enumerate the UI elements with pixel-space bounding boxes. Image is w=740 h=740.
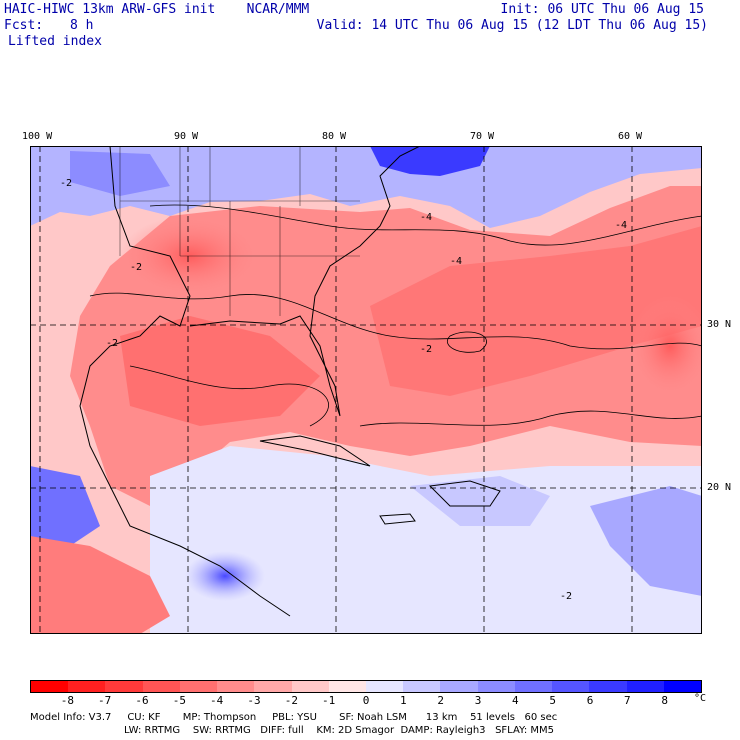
colorbar-bin	[626, 681, 664, 692]
colorbar-bin	[477, 681, 515, 692]
init-time: Init: 06 UTC Thu 06 Aug 15	[500, 2, 705, 17]
stable-region-north	[30, 146, 702, 228]
colorbar-bin	[254, 681, 292, 692]
contour-labels: -2 -2 -4 -4 -4 -2 -2 -2	[60, 178, 627, 602]
colorbar-bin	[365, 681, 404, 692]
colorbar-tick-label: 0	[362, 694, 370, 707]
unstable-core-east	[630, 296, 702, 396]
colorbar-bin	[514, 681, 553, 692]
colorbar-tick-label: -4	[210, 694, 224, 707]
colorbar	[30, 680, 702, 693]
stable-core-northeast	[370, 146, 490, 176]
contour-label: -2	[560, 591, 572, 602]
colorbar-tick-label: 2	[437, 694, 444, 707]
lat-label-30n: 30 N	[707, 319, 732, 330]
stable-patch-west	[30, 466, 100, 546]
model-info-line-2: LW: RRTMG SW: RRTMG DIFF: full KM: 2D Sm…	[124, 725, 554, 736]
unstable-region-pacific	[30, 536, 170, 634]
unstable-core-gulf	[120, 316, 320, 426]
colorbar-bin	[589, 681, 627, 692]
colorbar-bin	[31, 681, 69, 692]
colorbar-bin	[217, 681, 255, 692]
colorbar-bin	[105, 681, 143, 692]
unstable-core-atlantic	[370, 226, 702, 396]
colorbar-tick-label: -7	[98, 694, 112, 707]
colorbar-bin	[291, 681, 329, 692]
contour-label: -2	[60, 178, 72, 189]
colorbar-bin	[328, 681, 366, 692]
colorbar-unit: °C	[694, 693, 707, 704]
colorbar-tick-label: -6	[135, 694, 149, 707]
lifted-index-map: -2 -2 -4 -4 -4 -2 -2 -2	[30, 146, 702, 634]
valid-time: Valid: 14 UTC Thu 06 Aug 15 (12 LDT Thu …	[316, 18, 708, 33]
stable-patch-caribbean	[410, 476, 550, 526]
state-borders	[119, 146, 360, 316]
plot-title: HAIC-HIWC 13km ARW-GFS init NCAR/MMM	[4, 2, 310, 17]
lon-label-60w: 60 W	[618, 131, 643, 142]
stable-patch-east	[590, 486, 702, 596]
colorbar-bin	[142, 681, 180, 692]
field-name: Lifted index	[8, 34, 102, 49]
contours	[89, 204, 702, 427]
colorbar-tick-label: 5	[549, 694, 556, 707]
colorbar-tick-label: -3	[247, 694, 261, 707]
stable-core-central-america	[185, 551, 265, 601]
coastlines	[79, 146, 501, 617]
colorbar-bin	[440, 681, 478, 692]
latlon-grid	[30, 146, 702, 634]
contour-label: -2	[130, 262, 142, 273]
map-frame	[30, 146, 702, 634]
colorbar-tick-label: -5	[172, 694, 186, 707]
colorbar-tick-label: -1	[322, 694, 336, 707]
colorbar-bin	[68, 681, 106, 692]
colorbar-bin	[552, 681, 590, 692]
colorbar-bin	[663, 681, 701, 692]
model-info-line-1: Model Info: V3.7 CU: KF MP: Thompson PBL…	[30, 712, 558, 723]
neutral-region-caribbean	[150, 446, 702, 634]
lat-label-20n: 20 N	[707, 482, 732, 493]
colorbar-tick-label: 4	[512, 694, 519, 707]
contour-label: -4	[615, 220, 627, 231]
colorbar-tick-label: 6	[586, 694, 594, 707]
colorbar-bin	[179, 681, 218, 692]
lon-label-100w: 100 W	[22, 131, 53, 142]
forecast-label: Fcst:	[4, 18, 44, 33]
contour-label: -4	[450, 256, 462, 267]
forecast-hour: 8 h	[70, 18, 94, 33]
colorbar-tick-label: 3	[474, 694, 482, 707]
lon-label-80w: 80 W	[322, 131, 347, 142]
colorbar-tick-label: -8	[60, 694, 74, 707]
contour-label: -4	[420, 212, 432, 223]
contour-label: -2	[420, 344, 432, 355]
colorbar-bin	[403, 681, 441, 692]
colorbar-tick-label: 7	[624, 694, 631, 707]
lon-label-90w: 90 W	[174, 131, 199, 142]
contour-label: -2	[106, 338, 118, 349]
colorbar-tick-label: -2	[284, 694, 298, 707]
colorbar-tick-label: 8	[661, 694, 668, 707]
colorbar-tick-label: 1	[400, 694, 407, 707]
lon-label-70w: 70 W	[470, 131, 495, 142]
